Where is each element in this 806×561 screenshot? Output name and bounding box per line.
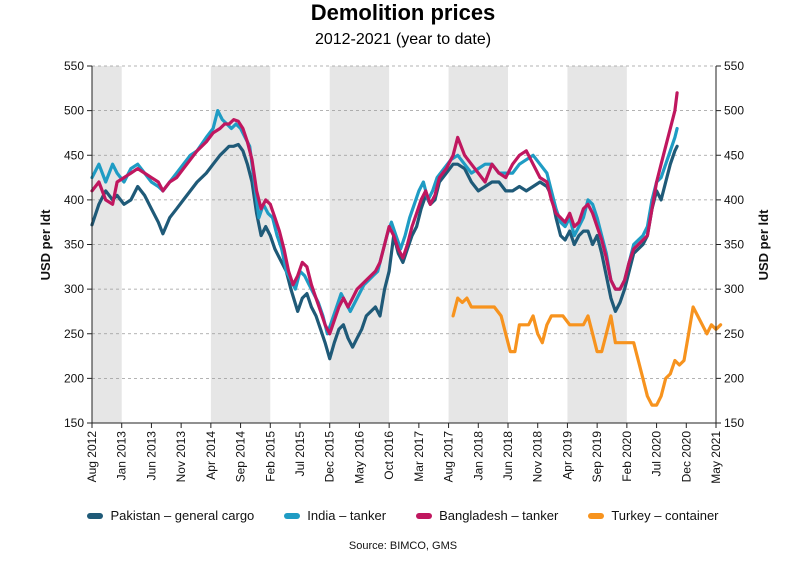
x-tick-label-6: Feb 2015 <box>263 431 277 482</box>
y-axis-left-ticks: 150 200 250 300 350 400 450 500 550 <box>64 59 92 430</box>
x-tick-label-1: Jan 2013 <box>115 431 129 481</box>
x-tick-label-0: Aug 2012 <box>85 431 99 483</box>
x-tick-label-11: Mar 2017 <box>412 431 426 482</box>
x-tick-label-2: Jun 2013 <box>144 431 158 481</box>
y-right-tick-label-400: 400 <box>724 193 744 207</box>
x-tick-label-3: Nov 2013 <box>174 431 188 483</box>
x-tick-label-18: Feb 2020 <box>620 431 634 482</box>
legend: Pakistan – general cargo India – tanker Ba… <box>0 508 806 523</box>
legend-item-2: Bangladesh – tanker <box>416 508 558 523</box>
y-left-tick-label-250: 250 <box>64 327 84 341</box>
y-right-tick-label-300: 300 <box>724 282 744 296</box>
legend-swatch-1 <box>284 512 301 519</box>
y-right-tick-label-500: 500 <box>724 104 744 118</box>
chart-title: Demolition prices <box>311 0 496 25</box>
x-tick-label-9: May 2016 <box>352 431 366 484</box>
x-tick-label-16: Apr 2019 <box>560 431 574 480</box>
x-tick-label-17: Sep 2019 <box>590 431 604 483</box>
x-tick-label-15: Nov 2018 <box>531 431 545 483</box>
y-left-tick-label-350: 350 <box>64 238 84 252</box>
legend-swatch-2 <box>416 512 433 519</box>
legend-swatch-0 <box>87 512 104 519</box>
legend-swatch-3 <box>588 512 605 519</box>
series-line-0 <box>90 142 679 361</box>
legend-item-3: Turkey – container <box>588 508 719 523</box>
x-tick-label-20: Dec 2020 <box>679 431 693 483</box>
x-tick-label-21: May 2021 <box>709 431 723 484</box>
x-tick-label-7: Jul 2015 <box>293 431 307 477</box>
y-left-tick-label-150: 150 <box>64 416 84 430</box>
y-right-tick-label-350: 350 <box>724 238 744 252</box>
y-right-tick-label-250: 250 <box>724 327 744 341</box>
series-lines <box>90 91 723 407</box>
legend-label-0: Pakistan – general cargo <box>110 508 255 523</box>
y-left-tick-label-550: 550 <box>64 59 84 73</box>
y-left-tick-label-300: 300 <box>64 282 84 296</box>
x-axis-ticks: Aug 2012 Jan 2013 Jun 2013 Nov 2013 Apr 2014… <box>85 423 723 484</box>
series-line-3 <box>451 296 723 407</box>
legend-label-1: India – tanker <box>307 508 387 523</box>
legend-label-2: Bangladesh – tanker <box>439 508 559 523</box>
x-tick-label-10: Oct 2016 <box>382 431 396 480</box>
x-tick-label-13: Jan 2018 <box>471 431 485 481</box>
legend-item-0: Pakistan – general cargo <box>87 508 254 523</box>
x-tick-label-4: Apr 2014 <box>204 431 218 480</box>
y-right-tick-label-450: 450 <box>724 148 744 162</box>
y-axis-left-title: USD per ldt <box>38 209 53 280</box>
series-line-2 <box>90 91 679 336</box>
y-left-tick-label-500: 500 <box>64 104 84 118</box>
chart-subtitle: 2012-2021 (year to date) <box>315 31 491 48</box>
y-right-tick-label-200: 200 <box>724 371 744 385</box>
y-right-tick-label-550: 550 <box>724 59 744 73</box>
y-axis-right-ticks: 150 200 250 300 350 400 450 500 550 <box>716 59 744 430</box>
x-tick-label-14: Jun 2018 <box>501 431 515 481</box>
y-right-tick-label-150: 150 <box>724 416 744 430</box>
y-left-tick-label-200: 200 <box>64 371 84 385</box>
legend-label-3: Turkey – container <box>611 508 719 523</box>
legend-item-1: India – tanker <box>284 508 386 523</box>
x-tick-label-19: Jul 2020 <box>650 431 664 477</box>
gridlines <box>92 65 716 379</box>
x-tick-label-8: Dec 2015 <box>323 431 337 483</box>
source-note: Source: BIMCO, GMS <box>348 540 458 552</box>
y-left-tick-label-450: 450 <box>64 148 84 162</box>
x-tick-label-5: Sep 2014 <box>234 431 248 483</box>
y-left-tick-label-400: 400 <box>64 193 84 207</box>
y-axis-right-title: USD per ldt <box>756 209 771 280</box>
x-tick-label-12: Aug 2017 <box>442 431 456 483</box>
